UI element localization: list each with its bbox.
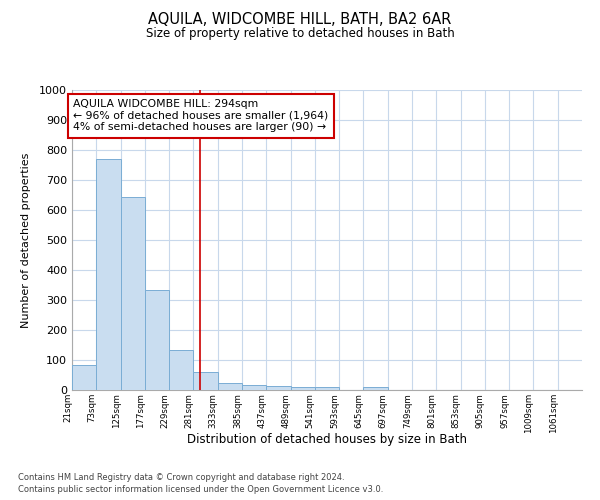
Bar [242, 384, 266, 390]
Bar [290, 387, 315, 390]
Bar [72, 364, 96, 390]
Text: AQUILA WIDCOMBE HILL: 294sqm
← 96% of detached houses are smaller (1,964)
4% of : AQUILA WIDCOMBE HILL: 294sqm ← 96% of de… [73, 99, 328, 132]
Text: Contains HM Land Registry data © Crown copyright and database right 2024.: Contains HM Land Registry data © Crown c… [18, 472, 344, 482]
Text: Distribution of detached houses by size in Bath: Distribution of detached houses by size … [187, 432, 467, 446]
Bar [364, 387, 388, 390]
Bar [145, 290, 169, 390]
Bar [266, 386, 290, 390]
Bar [193, 372, 218, 390]
Y-axis label: Number of detached properties: Number of detached properties [21, 152, 31, 328]
Text: Contains public sector information licensed under the Open Government Licence v3: Contains public sector information licen… [18, 485, 383, 494]
Bar [121, 196, 145, 390]
Text: AQUILA, WIDCOMBE HILL, BATH, BA2 6AR: AQUILA, WIDCOMBE HILL, BATH, BA2 6AR [148, 12, 452, 28]
Bar [169, 350, 193, 390]
Text: Size of property relative to detached houses in Bath: Size of property relative to detached ho… [146, 28, 454, 40]
Bar [315, 387, 339, 390]
Bar [96, 159, 121, 390]
Bar [218, 382, 242, 390]
